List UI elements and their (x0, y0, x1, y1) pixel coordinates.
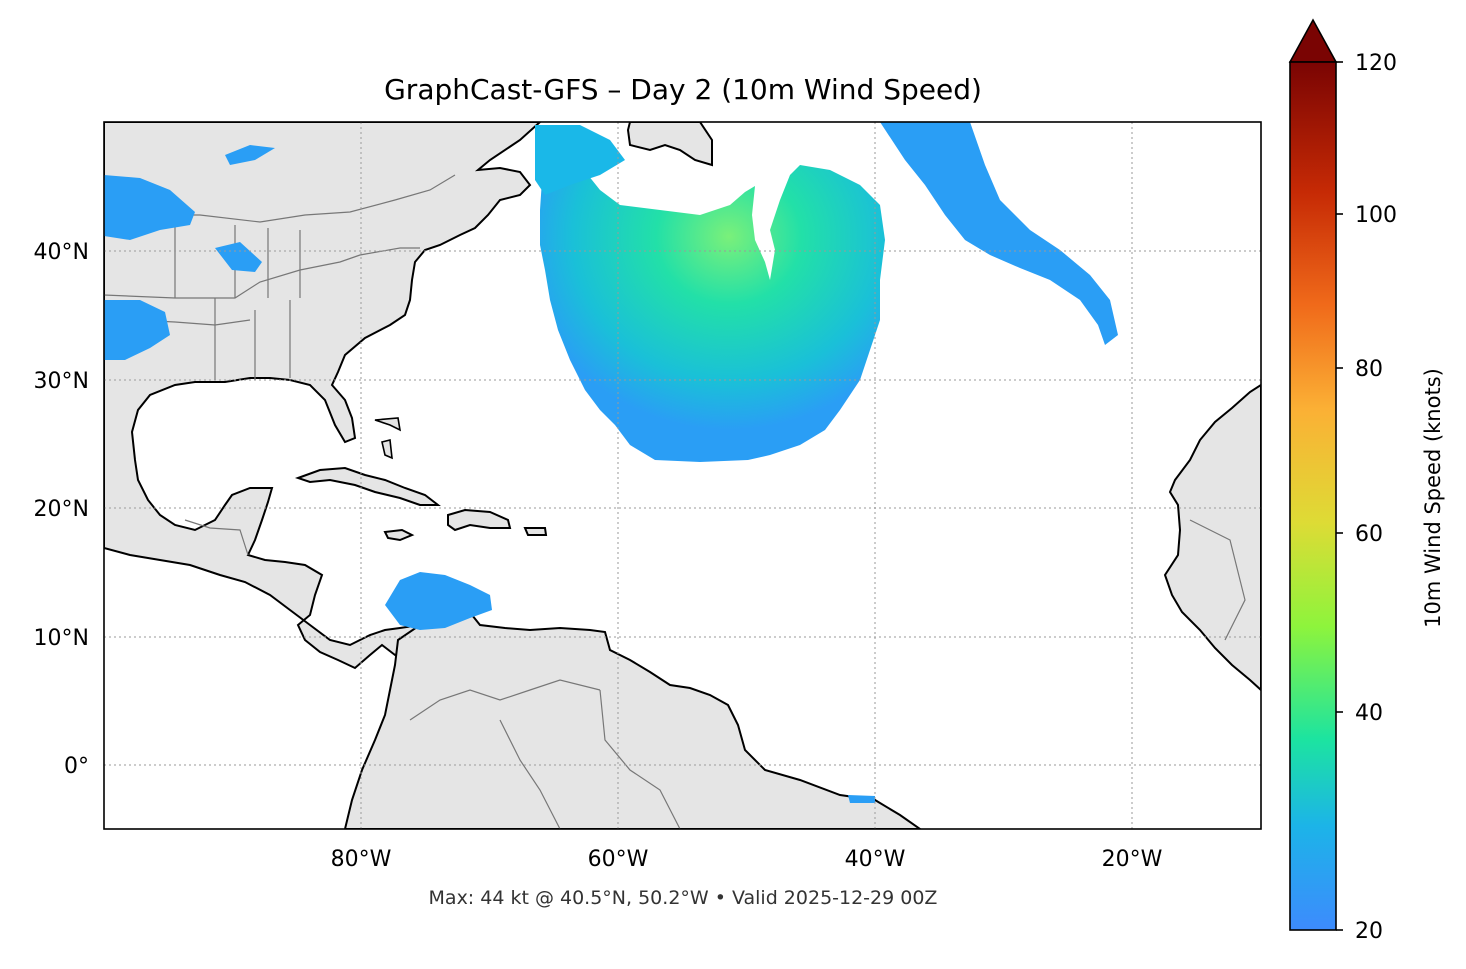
cuba-land (294, 466, 441, 506)
wind-swath-caribbean (385, 572, 492, 630)
jamaica-land (383, 528, 415, 542)
lon-tick-labels: 80°W 60°W 40°W 20°W (331, 847, 1163, 872)
max-wind-footnote: Max: 44 kt @ 40.5°N, 50.2°W • Valid 2025… (429, 887, 938, 909)
colorbar-tick-label-20: 20 (1355, 919, 1383, 944)
colorbar: 120 100 80 60 40 20 10m Wind Speed (knot… (1288, 18, 1445, 944)
puerto-rico-land (523, 527, 548, 536)
colorbar-ticks (1336, 61, 1343, 931)
lon-tick-label-40w: 40°W (845, 847, 906, 872)
south-america-land (343, 606, 922, 829)
lat-tick-labels: 40°N 30°N 20°N 10°N 0° (34, 240, 89, 779)
colorbar-tick-label-40: 40 (1355, 701, 1383, 726)
lat-tick-label-10n: 10°N (34, 626, 89, 651)
country-borders (104, 174, 1246, 829)
map-title: GraphCast-GFS – Day 2 (10m Wind Speed) (384, 73, 982, 106)
wind-swaths (104, 122, 1118, 803)
wind-swath-great-lakes (104, 145, 275, 360)
colorbar-tick-label-80: 80 (1355, 357, 1383, 382)
colorbar-gradient (1289, 61, 1337, 931)
wind-swath-central-atlantic (538, 140, 885, 462)
wind-swath-nova-scotia (535, 125, 625, 195)
lon-tick-label-80w: 80°W (331, 847, 392, 872)
colorbar-tick-label-120: 120 (1355, 51, 1397, 76)
colorbar-axis-label: 10m Wind Speed (knots) (1421, 368, 1445, 628)
wind-swath-brazil-coast (848, 795, 875, 803)
north-america-land (104, 122, 542, 670)
wind-swath-northeast-band (880, 122, 1118, 345)
lat-tick-label-30n: 30°N (34, 369, 89, 394)
lat-tick-label-20n: 20°N (34, 497, 89, 522)
map-frame (103, 121, 1262, 830)
map-panel (104, 122, 1261, 829)
lon-tick-label-20w: 20°W (1102, 847, 1163, 872)
colorbar-extend-arrow (1288, 18, 1338, 63)
lat-tick-label-40n: 40°N (34, 240, 89, 265)
bahamas-land (374, 417, 402, 460)
newfoundland-land (626, 122, 713, 167)
hispaniola-land (447, 508, 512, 532)
colorbar-tick-label-60: 60 (1355, 522, 1383, 547)
africa-land (1163, 383, 1261, 692)
lon-tick-label-60w: 60°W (588, 847, 649, 872)
lat-tick-label-0: 0° (64, 754, 89, 779)
colorbar-tick-label-100: 100 (1355, 203, 1397, 228)
